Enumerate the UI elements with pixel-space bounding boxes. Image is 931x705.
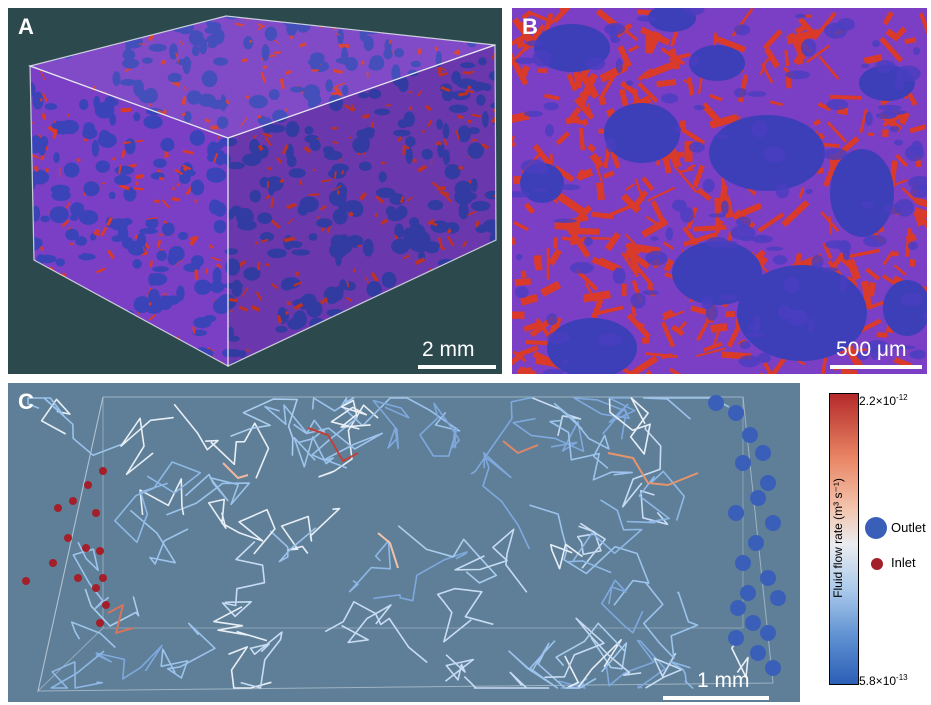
panel-b-scale-bar: 500 μm — [830, 338, 925, 370]
panel-b-label: B — [522, 14, 538, 39]
panel-a-scale-line — [418, 365, 496, 369]
panel-b-scale-label: 500 μm — [836, 338, 907, 361]
flow-rate-legend: 2.2×10-12 5.8×10-13 Fluid flow rate (m³ … — [805, 383, 931, 703]
panel-c-scale-line — [663, 696, 769, 700]
panel-b-zoomed-image — [512, 8, 927, 374]
panel-b-zoomed-pore-view: B 500 μm — [512, 8, 927, 374]
panel-a-3d-block-image — [27, 15, 497, 368]
panel-a-micro-ct-volume: A 2 mm — [8, 8, 502, 374]
panel-c-scale-bar: 1 mm — [663, 669, 773, 701]
colorbar-max-label: 2.2×10-12 — [859, 393, 908, 408]
panel-a-label: A — [18, 14, 34, 39]
colorbar-min-label: 5.8×10-13 — [859, 673, 908, 688]
panel-a-scale-bar: 2 mm — [418, 338, 498, 370]
outlet-legend-icon — [865, 517, 887, 539]
panel-c-label: C — [18, 389, 34, 414]
panel-b-scale-line — [830, 365, 922, 369]
panel-a-scale-label: 2 mm — [422, 338, 475, 361]
flow-rate-colorbar — [829, 393, 859, 685]
panel-c-scale-label: 1 mm — [697, 669, 750, 692]
inlet-legend-icon — [871, 558, 883, 570]
panel-c-flow-network-image — [22, 395, 786, 693]
colorbar-axis-title: Fluid flow rate (m³ s⁻¹) — [831, 478, 845, 598]
inlet-legend-label: Inlet — [891, 555, 916, 570]
outlet-legend-label: Outlet — [891, 520, 926, 535]
panel-c-pore-network: C 1 mm — [8, 383, 800, 702]
